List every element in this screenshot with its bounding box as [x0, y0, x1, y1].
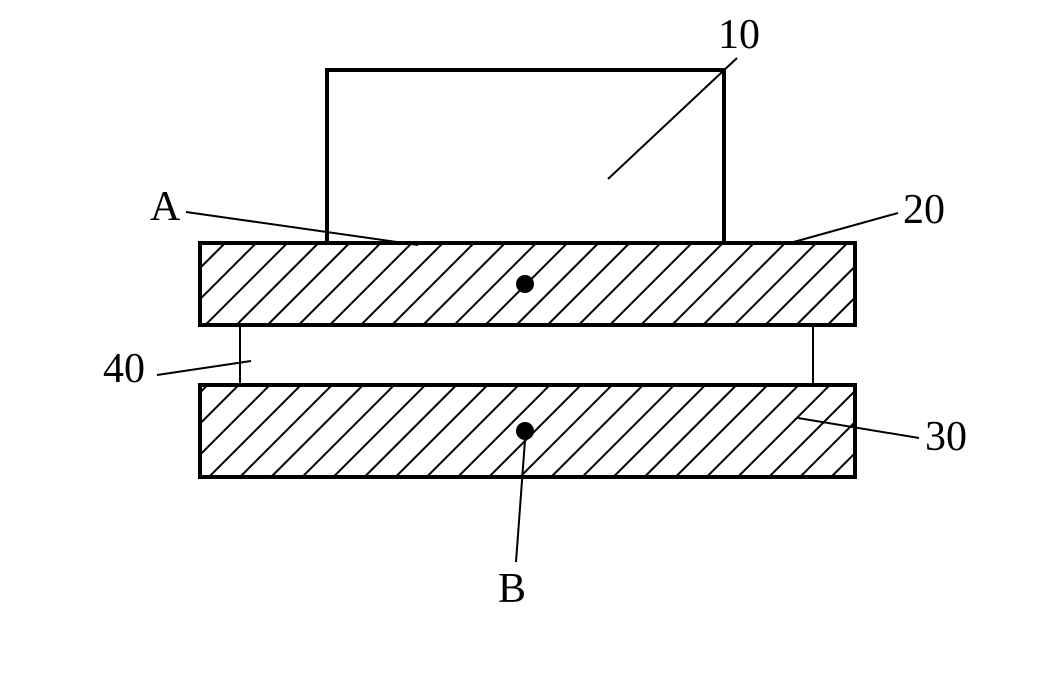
label-l30: 30: [925, 414, 967, 460]
point-b: [516, 422, 534, 440]
label-l10: 10: [718, 12, 760, 58]
point-a: [516, 275, 534, 293]
label-lA: A: [150, 184, 181, 230]
block-10: [327, 70, 724, 243]
label-l20: 20: [903, 187, 945, 233]
leader-l40: [157, 361, 251, 375]
label-lB: B: [498, 566, 526, 612]
leader-l20: [790, 213, 898, 243]
label-l40: 40: [103, 346, 145, 392]
